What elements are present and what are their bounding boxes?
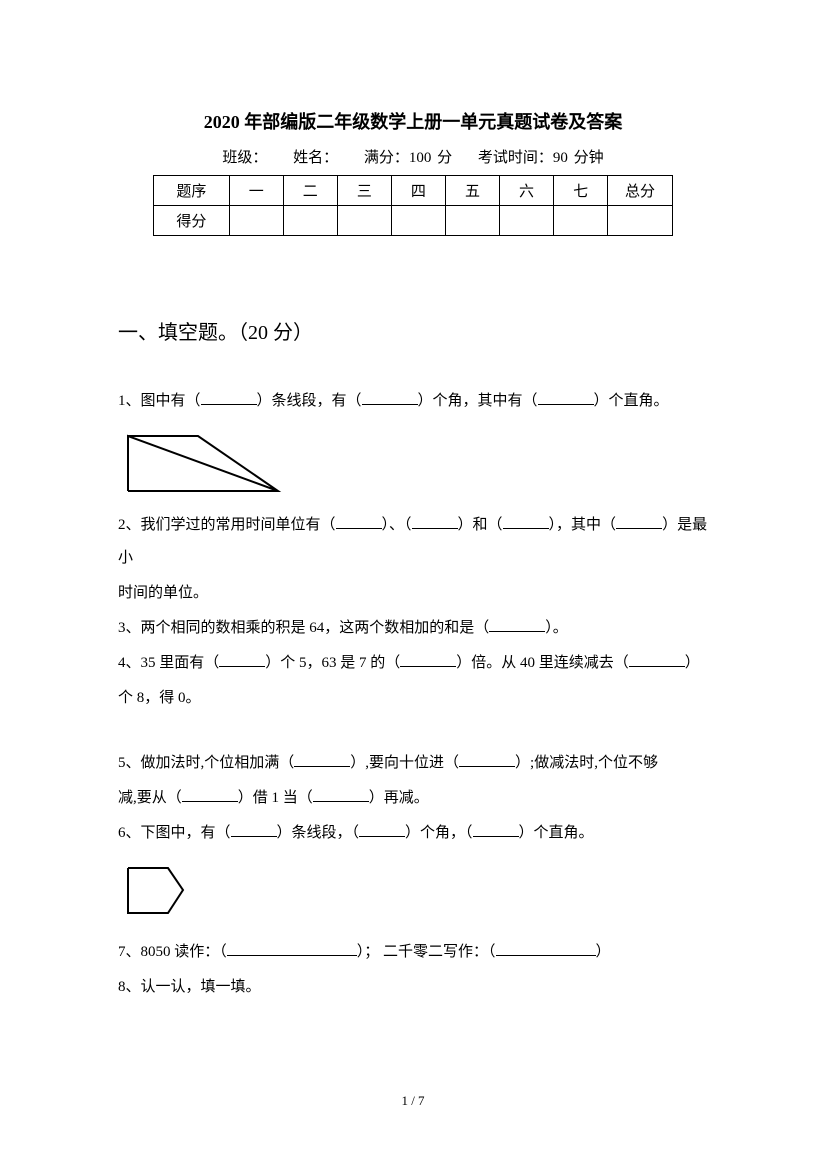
name-label: 姓名： (293, 150, 338, 166)
blank (400, 653, 456, 667)
q-text: ）； 二千零二写作：（ (357, 944, 496, 960)
q-text: ）个角，（ (405, 825, 473, 841)
q-text: ）,要向十位进（ (350, 755, 459, 771)
section-heading: 一、填空题。（20 分） (118, 316, 708, 345)
question-8: 8、认一认，填一填。 (118, 971, 708, 1004)
blank (359, 823, 405, 837)
col-header: 六 (500, 176, 554, 206)
question-3: 3、两个相同的数相乘的积是 64，这两个数相加的和是（ ）。 (118, 612, 708, 645)
q-text: 3、两个相同的数相乘的积是 64，这两个数相加的和是（ (118, 620, 489, 636)
q-text: ）个直角。 (594, 393, 669, 409)
q-text: ）个 5，63 是 7 的（ (265, 655, 400, 671)
row-label: 得分 (154, 206, 230, 236)
blank (473, 823, 519, 837)
question-1: 1、图中有（ ）条线段，有（ ）个角，其中有（ ）个直角。 (118, 385, 708, 418)
blank (219, 653, 265, 667)
document-title: 2020 年部编版二年级数学上册一单元真题试卷及答案 (118, 108, 708, 134)
q-text: ）借 1 当（ (238, 790, 313, 806)
blank (227, 942, 357, 956)
blank (459, 753, 515, 767)
question-2b: 时间的单位。 (118, 577, 708, 610)
col-header: 总分 (608, 176, 673, 206)
figure-2 (118, 858, 708, 928)
q-text: ）和（ (458, 517, 503, 533)
q-text: ）条线段，（ (277, 825, 360, 841)
question-7: 7、8050 读作：（ ）； 二千零二写作：（ ） (118, 936, 708, 969)
pentagon-figure-icon (118, 858, 193, 923)
col-header: 五 (445, 176, 499, 206)
question-4b: 个 8，得 0。 (118, 682, 708, 715)
q-text: 个 8，得 0。 (118, 690, 201, 706)
table-row: 题序 一 二 三 四 五 六 七 总分 (154, 176, 673, 206)
q-text: ）、（ (382, 517, 412, 533)
q-text: ）。 (545, 620, 568, 636)
score-cell (229, 206, 283, 236)
blank (313, 788, 369, 802)
question-2: 2、我们学过的常用时间单位有（）、（）和（），其中（）是最小 (118, 509, 708, 575)
q-text: ）条线段，有（ (257, 393, 362, 409)
score-cell (391, 206, 445, 236)
page-number: 1 / 7 (0, 1093, 826, 1109)
blank (503, 515, 549, 529)
question-5: 5、做加法时,个位相加满（ ）,要向十位进（ ）;做减法时,个位不够 (118, 747, 708, 780)
score-table: 题序 一 二 三 四 五 六 七 总分 得分 (153, 175, 673, 236)
col-header: 七 (554, 176, 608, 206)
q-text: ） (685, 655, 700, 671)
blank (362, 391, 418, 405)
q-text: ）;做减法时,个位不够 (515, 755, 658, 771)
figure-1 (118, 426, 708, 501)
table-row: 得分 (154, 206, 673, 236)
q-text: 8、认一认，填一填。 (118, 979, 261, 995)
col-header: 一 (229, 176, 283, 206)
blank (231, 823, 277, 837)
q-text: 时间的单位。 (118, 585, 208, 601)
blank (294, 753, 350, 767)
triangle-figure-icon (118, 426, 288, 496)
blank (182, 788, 238, 802)
score-cell (554, 206, 608, 236)
q-text: 7、8050 读作：（ (118, 944, 227, 960)
q-text: 4、35 里面有（ (118, 655, 219, 671)
col-header: 二 (283, 176, 337, 206)
blank (538, 391, 594, 405)
q-text: 减,要从（ (118, 790, 182, 806)
q-text: 6、下图中，有（ (118, 825, 231, 841)
question-5b: 减,要从（ ）借 1 当（ ）再减。 (118, 782, 708, 815)
blank (496, 942, 596, 956)
blank (629, 653, 685, 667)
q-text: 1、图中有（ (118, 393, 201, 409)
score-cell (337, 206, 391, 236)
blank (489, 618, 545, 632)
question-4: 4、35 里面有（ ）个 5，63 是 7 的（ ）倍。从 40 里连续减去（ ） (118, 647, 708, 680)
score-cell (500, 206, 554, 236)
col-header: 三 (337, 176, 391, 206)
class-label: 班级： (222, 150, 267, 166)
q-text: ） (596, 944, 611, 960)
q-text: 2、我们学过的常用时间单位有（ (118, 517, 336, 533)
q-text: 5、做加法时,个位相加满（ (118, 755, 294, 771)
exam-info-line: 班级： 姓名： 满分：100 分 考试时间：90 分钟 (118, 146, 708, 167)
q-text: ），其中（ (549, 517, 617, 533)
q-text: ）个角，其中有（ (418, 393, 538, 409)
blank (201, 391, 257, 405)
q-text: ）再减。 (369, 790, 429, 806)
score-cell (608, 206, 673, 236)
col-header: 四 (391, 176, 445, 206)
blank (336, 515, 382, 529)
blank (616, 515, 662, 529)
score-cell (283, 206, 337, 236)
time-label: 考试时间：90 分钟 (478, 150, 604, 166)
score-cell (445, 206, 499, 236)
q-text: ）倍。从 40 里连续减去（ (456, 655, 629, 671)
q-text: ）个直角。 (519, 825, 594, 841)
row-label: 题序 (154, 176, 230, 206)
question-6: 6、下图中，有（ ）条线段，（ ）个角，（ ）个直角。 (118, 817, 708, 850)
full-score-label: 满分：100 分 (364, 150, 452, 166)
blank (412, 515, 458, 529)
